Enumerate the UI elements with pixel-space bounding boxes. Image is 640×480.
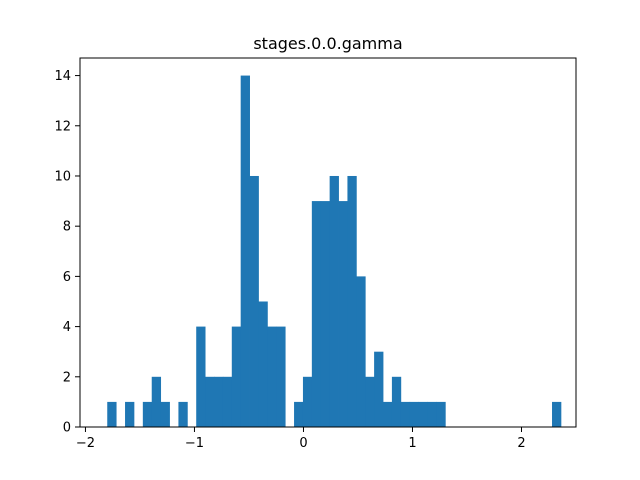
histogram-bar bbox=[196, 326, 206, 427]
histogram-bar bbox=[365, 376, 375, 427]
histogram-bar bbox=[552, 401, 562, 427]
y-tick-label: 4 bbox=[63, 320, 71, 335]
histogram-bar bbox=[107, 401, 117, 427]
histogram-bar bbox=[151, 376, 162, 427]
histogram-bar bbox=[249, 175, 259, 427]
histogram-bar bbox=[338, 201, 348, 427]
histogram-bar bbox=[436, 401, 446, 427]
histogram-bar bbox=[205, 376, 215, 427]
plot-frame bbox=[79, 57, 577, 428]
histogram-bar bbox=[178, 401, 188, 427]
y-tick-label: 14 bbox=[54, 69, 71, 84]
histogram-bar bbox=[383, 401, 393, 427]
histogram-bar bbox=[276, 326, 286, 427]
histogram-bar bbox=[356, 276, 366, 427]
y-tick-label: 6 bbox=[63, 270, 71, 285]
chart-title: stages.0.0.gamma bbox=[253, 34, 402, 53]
histogram-bar bbox=[427, 401, 437, 427]
histogram-bar bbox=[374, 351, 384, 427]
histogram-bar bbox=[391, 376, 402, 427]
histogram-bar bbox=[418, 401, 428, 427]
histogram-bar bbox=[302, 376, 313, 427]
x-tick-label: −2 bbox=[76, 436, 95, 451]
y-tick-label: 12 bbox=[54, 119, 71, 134]
y-tick-label: 8 bbox=[63, 220, 71, 235]
histogram-bar bbox=[222, 376, 233, 427]
y-tick-label: 0 bbox=[63, 421, 71, 436]
histogram-bar bbox=[231, 326, 242, 427]
histogram-bar bbox=[400, 401, 411, 427]
histogram-bar bbox=[142, 401, 153, 427]
histogram-bars bbox=[107, 75, 562, 427]
x-tick-label: 0 bbox=[299, 436, 307, 451]
x-tick-label: −1 bbox=[185, 436, 204, 451]
histogram-bar bbox=[214, 376, 224, 427]
histogram-bar bbox=[311, 201, 322, 427]
histogram-bar bbox=[240, 75, 250, 427]
histogram-bar bbox=[347, 175, 357, 427]
y-tick-label: 10 bbox=[54, 169, 71, 184]
x-tick-label: 1 bbox=[408, 436, 416, 451]
histogram-bar bbox=[294, 401, 304, 427]
histogram-bar bbox=[125, 401, 135, 427]
histogram-bar bbox=[409, 401, 419, 427]
histogram-bar bbox=[329, 175, 339, 427]
x-tick-label: 2 bbox=[517, 436, 525, 451]
histogram-bar bbox=[320, 201, 331, 427]
y-tick-label: 2 bbox=[63, 370, 71, 385]
histogram-bar bbox=[160, 401, 170, 427]
histogram-bar bbox=[267, 326, 277, 427]
histogram-bar bbox=[258, 301, 268, 427]
